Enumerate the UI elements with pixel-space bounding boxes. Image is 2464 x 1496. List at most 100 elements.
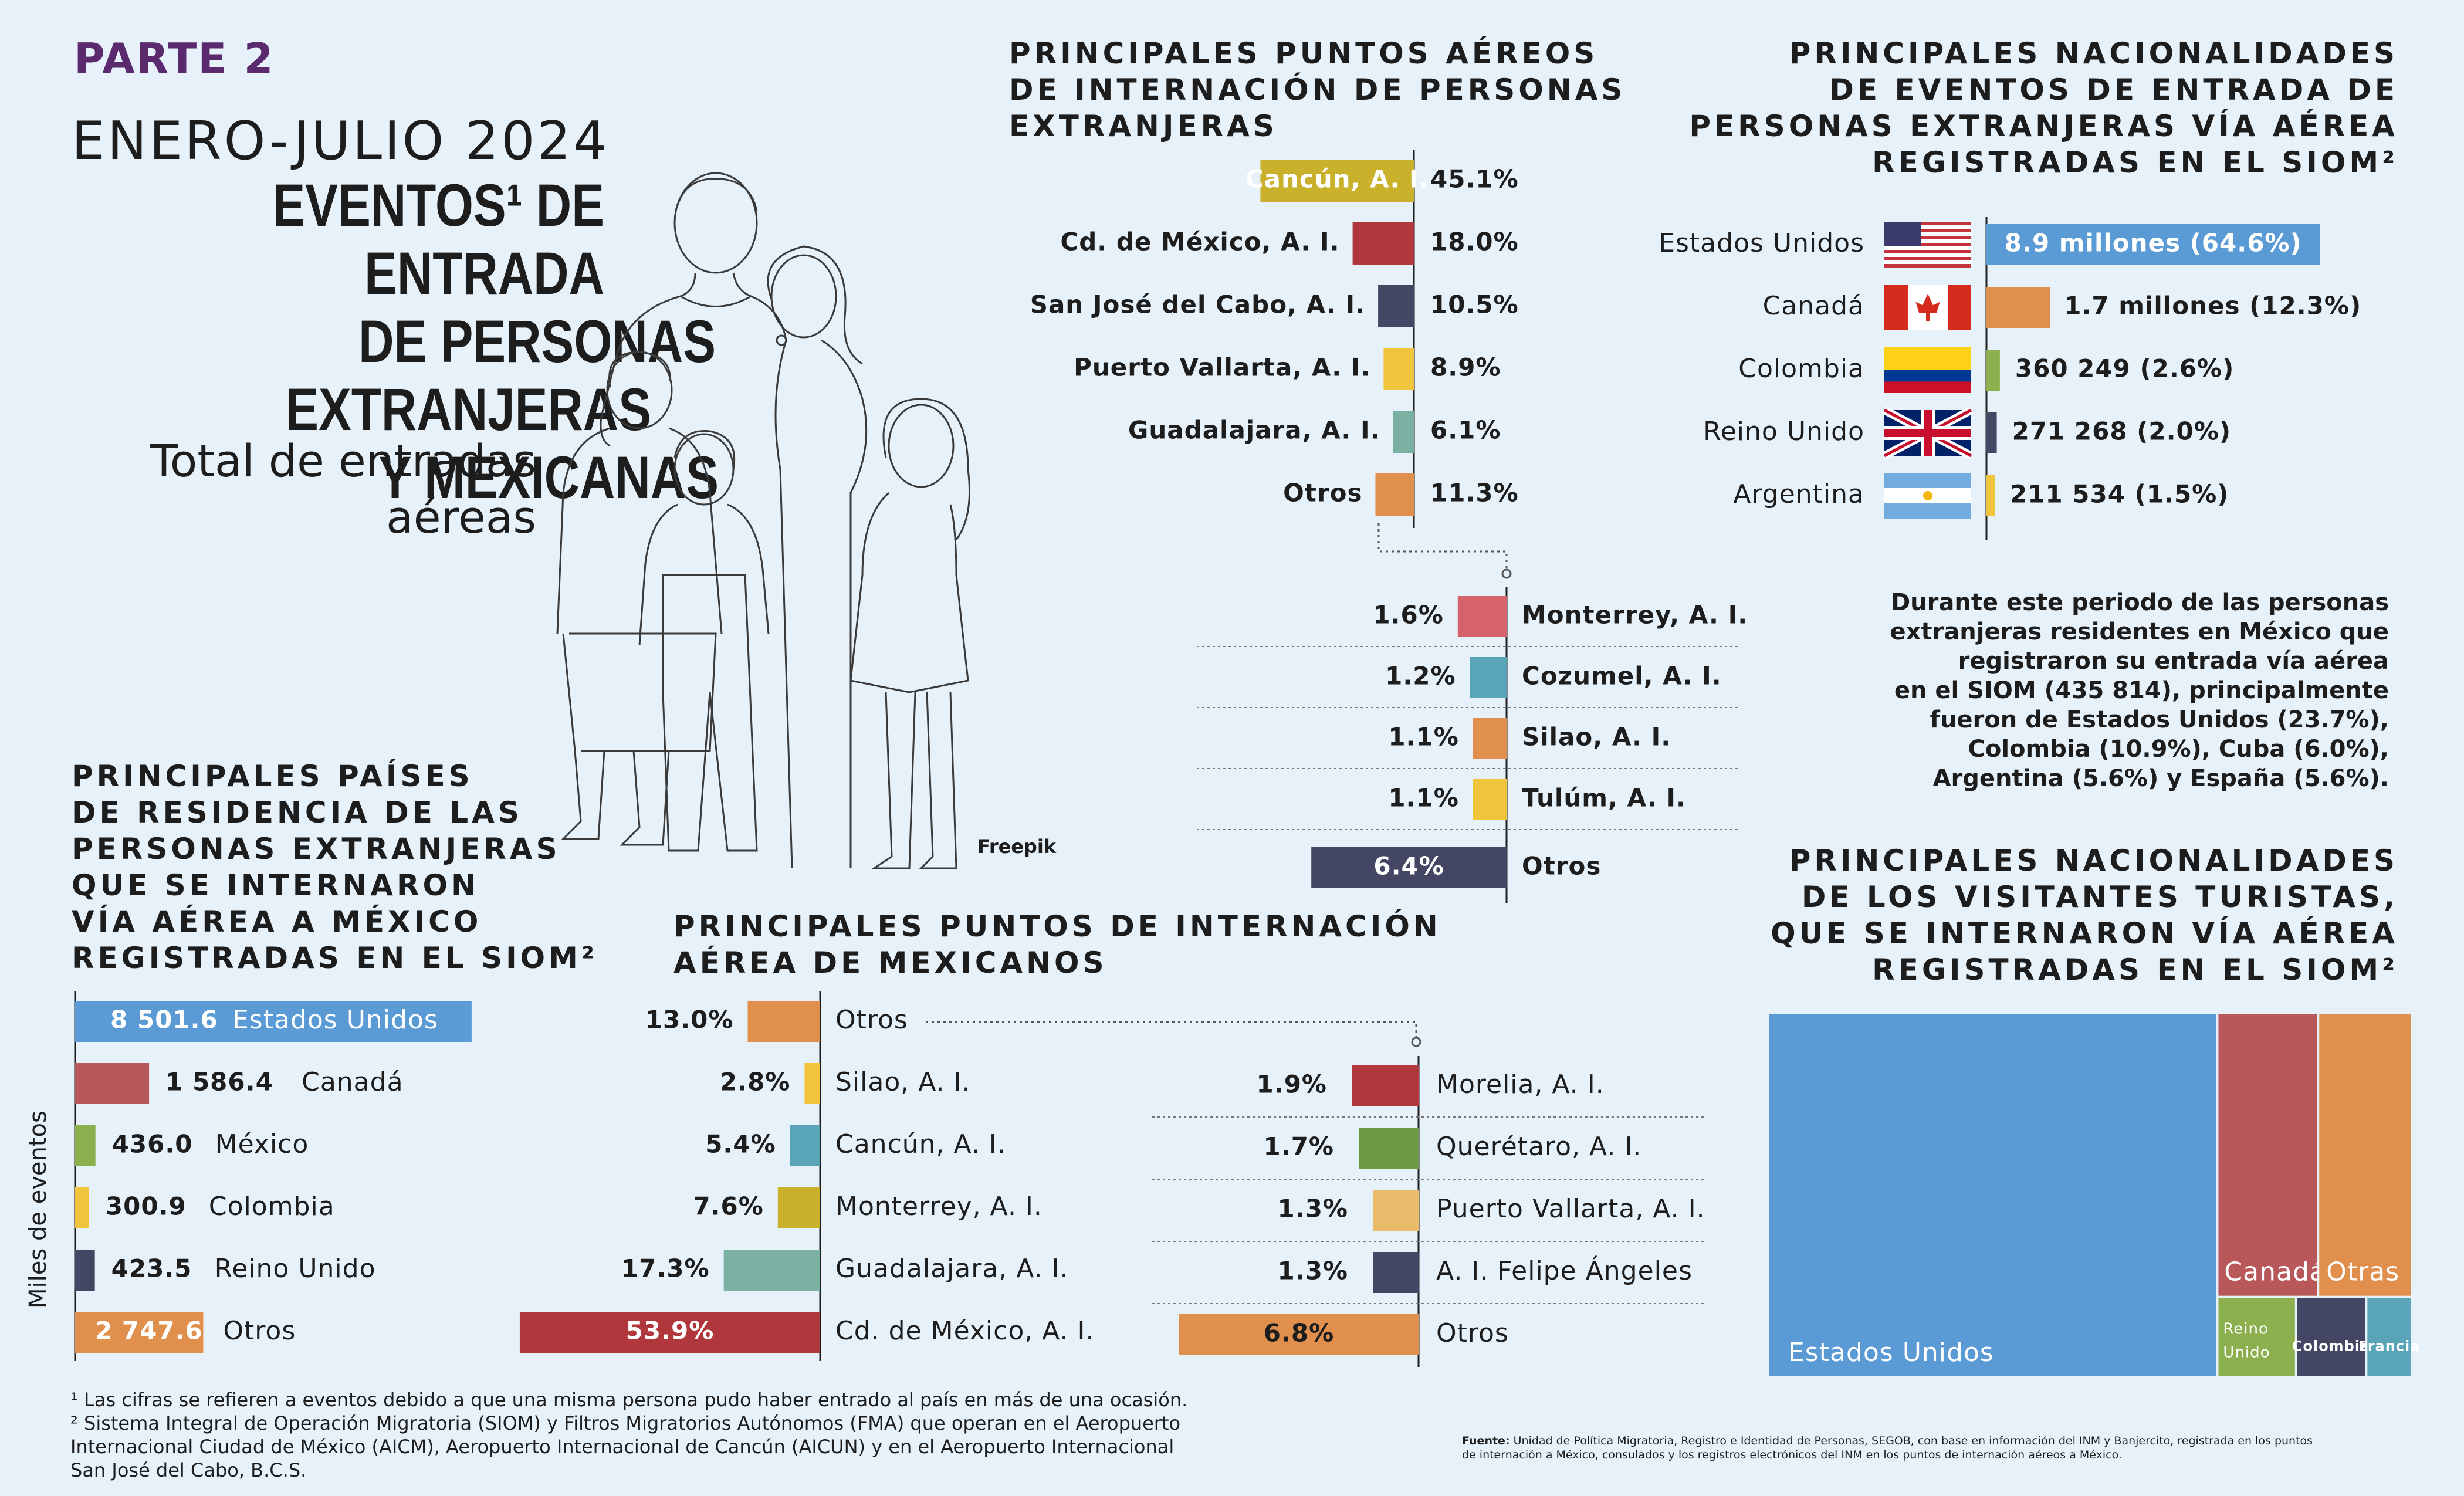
chart5-title-line: AÉREA DE MEXICANOS: [673, 946, 1108, 980]
chart1-category-label: Guadalajara, A. I.: [1128, 416, 1380, 445]
chart5-bar: [723, 1250, 820, 1291]
treemap-cell: [2367, 1298, 2411, 1376]
subtitle-line: aéreas: [386, 491, 536, 543]
chart1-bar: [1383, 348, 1414, 390]
chart5-connector-dot: [1411, 1037, 1421, 1047]
footnote-line: ² Sistema Integral de Operación Migrator…: [70, 1412, 1181, 1434]
chart6-value-label: 1.3%: [1278, 1194, 1348, 1223]
canada-flag-icon: [1884, 285, 1971, 330]
chart1-connector-dot: [1501, 568, 1512, 579]
chart2-category-label: Tulúm, A. I.: [1522, 784, 1686, 813]
treemap-cell-us: [1769, 1014, 2216, 1376]
chart6-bar: [1359, 1128, 1419, 1169]
note-line: fueron de Estados Unidos (23.7%),: [1930, 706, 2389, 733]
chart4-title-line: PRINCIPALES PAÍSES: [72, 759, 473, 793]
chart5-category-label: Silao, A. I.: [835, 1067, 971, 1097]
chart5-connector: [926, 1021, 1417, 1037]
chart3-value-label: 8.9 millones (64.6%): [2005, 229, 2302, 258]
chart4-value-label: 8 501.6: [110, 1006, 218, 1034]
subtitle-line: Total de entradas: [150, 435, 536, 487]
treemap-label: Colombia: [2292, 1338, 2370, 1354]
chart4-value-label: 423.5: [111, 1254, 192, 1283]
chart4-value-label: 1 586.4: [165, 1068, 273, 1096]
chart5-value-label: 53.9%: [626, 1316, 715, 1345]
chart1-value-label: 18.0%: [1430, 228, 1519, 256]
chart2-bar: [1457, 596, 1507, 637]
chart4-bar: [75, 1125, 96, 1166]
chart6-value-label: 1.9%: [1257, 1070, 1327, 1099]
chart3-category-label: Reino Unido: [1703, 417, 1864, 446]
chart3-title-line: PRINCIPALES NACIONALIDADES: [1789, 36, 2398, 70]
treemap-label-canada: Canadá: [2224, 1257, 2326, 1287]
chart6-bar: [1352, 1065, 1419, 1106]
chart5-category-label: Monterrey, A. I.: [835, 1192, 1043, 1221]
chart7-title-line: PRINCIPALES NACIONALIDADES: [1789, 844, 2398, 878]
chart3-value-label: 211 534 (1.5%): [2010, 480, 2229, 509]
treemap-label-otras: Otras: [2326, 1257, 2399, 1287]
chart1-value-label: 6.1%: [1430, 416, 1501, 445]
chart3-bar: [1986, 475, 1995, 516]
chart1-category-label: Cd. de México, A. I.: [1060, 228, 1339, 256]
chart4-category-label: Canadá: [302, 1067, 403, 1097]
chart1-category-label: Cancún, A. I.: [1245, 165, 1429, 194]
title-line: EVENTOS¹ DE ENTRADA: [272, 172, 604, 307]
chart4-category-label: Estados Unidos: [232, 1005, 438, 1035]
chart2-category-label: Monterrey, A. I.: [1522, 601, 1748, 629]
chart6-bar: [1373, 1252, 1419, 1293]
chart1-category-label: San José del Cabo, A. I.: [1030, 290, 1365, 319]
chart2-value-label: 6.4%: [1373, 852, 1444, 881]
chart1-category-label: Otros: [1283, 479, 1362, 507]
chart7-title-line: QUE SE INTERNARON VÍA AÉREA: [1771, 916, 2398, 950]
colombia-flag-icon: [1884, 347, 1971, 393]
chart7-title-line: REGISTRADAS EN EL SIOM²: [1872, 953, 2398, 987]
title-line: Y MEXICANAS: [378, 444, 719, 511]
title-line: EXTRANJERAS: [286, 376, 651, 443]
treemap-label: Reino: [2223, 1321, 2269, 1338]
treemap-label: Unido: [2223, 1344, 2270, 1362]
treemap-cell-otras: [2319, 1014, 2411, 1296]
chart3-value-label: 360 249 (2.6%): [2015, 354, 2234, 383]
chart5-category-label: Otros: [835, 1005, 908, 1035]
chart6-value-label: 6.8%: [1264, 1319, 1334, 1348]
chart2-value-label: 1.6%: [1373, 601, 1443, 629]
footnotes: ¹ Las cifras se refieren a eventos debid…: [70, 1388, 1187, 1482]
chart1-title-line: PRINCIPALES PUNTOS AÉREOS: [1009, 36, 1599, 70]
chart3-title: PRINCIPALES NACIONALIDADES DE EVENTOS DE…: [1689, 35, 2398, 181]
footnote-line: San José del Cabo, B.C.S.: [70, 1459, 307, 1481]
chart6-category-label: A. I. Felipe Ángeles: [1436, 1255, 1693, 1286]
chart5-bar: [747, 1001, 820, 1042]
chart4-title-line: QUE SE INTERNARON: [72, 868, 479, 902]
chart4-title-line: VÍA AÉREA A MÉXICO: [72, 905, 482, 939]
chart4-title-line: REGISTRADAS EN EL SIOM²: [72, 941, 598, 975]
main-title: EVENTOS¹ DE ENTRADA DE PERSONAS EXTRANJE…: [0, 171, 719, 512]
chart5-category-label: Cancún, A. I.: [835, 1129, 1006, 1159]
chart1-title: PRINCIPALES PUNTOS AÉREOS DE INTERNACIÓN…: [1009, 35, 1626, 144]
chart4-title-line: PERSONAS EXTRANJERAS: [72, 832, 561, 866]
argentina-flag-icon: [1884, 473, 1971, 519]
chart5-bar: [777, 1187, 820, 1228]
chart1-title-line: DE INTERNACIÓN DE PERSONAS: [1009, 73, 1626, 107]
chart5-value-label: 13.0%: [645, 1006, 734, 1034]
chart5-category-label: Cd. de México, A. I.: [835, 1316, 1094, 1346]
chart3-category-label: Argentina: [1733, 479, 1864, 509]
chart6-bar: [1373, 1190, 1419, 1231]
chart3-value-label: 1.7 millones (12.3%): [2064, 292, 2361, 320]
chart6-category-label: Morelia, A. I.: [1436, 1069, 1605, 1099]
chart3-value-label: 271 268 (2.0%): [2012, 417, 2231, 446]
treemap-cell: [2297, 1298, 2365, 1376]
chart7-title: PRINCIPALES NACIONALIDADES DE LOS VISITA…: [1771, 842, 2398, 988]
chart4-category-label: México: [215, 1129, 309, 1159]
note-line: registraron su entrada vía aérea: [1958, 648, 2389, 675]
subtitle: Total de entradas aéreas: [150, 433, 536, 546]
chart4-value-label: 300.9: [106, 1192, 187, 1221]
chart4-category-label: Otros: [223, 1316, 296, 1346]
chart4-value-label: 436.0: [112, 1130, 193, 1159]
note-line: Colombia (10.9%), Cuba (6.0%),: [1968, 736, 2389, 763]
chart5-bar: [519, 1312, 820, 1353]
chart4-bar: [75, 1063, 150, 1104]
chart4-title-line: DE RESIDENCIA DE LAS: [72, 796, 523, 830]
chart6-category-label: Otros: [1436, 1318, 1509, 1348]
footnote-line: ¹ Las cifras se refieren a eventos debid…: [70, 1389, 1188, 1411]
note-paragraph: Durante este periodo de las personas ext…: [1890, 588, 2389, 793]
